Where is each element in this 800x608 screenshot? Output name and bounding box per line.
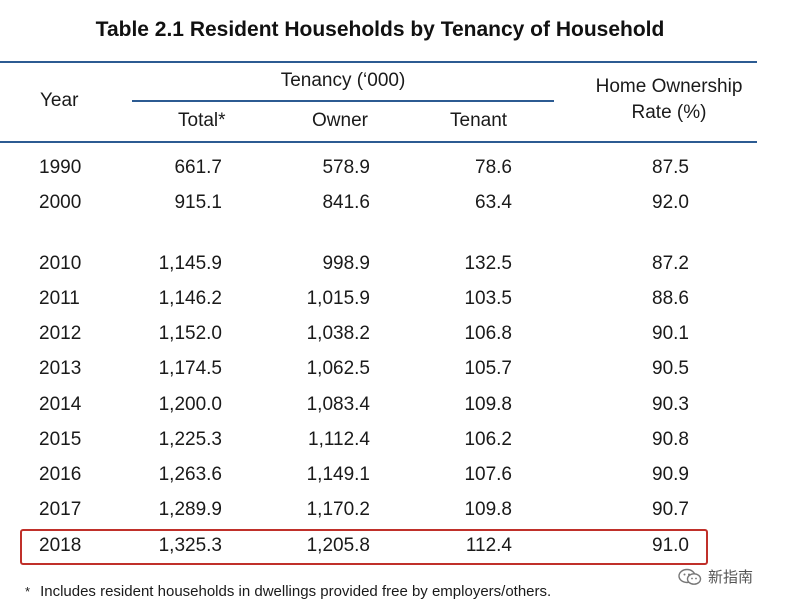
cell-rate: 88.6 [652, 288, 689, 309]
cell-owner: 1,205.8 [306, 535, 370, 556]
footnote: * Includes resident households in dwellin… [25, 583, 551, 600]
cell-rate: 90.8 [652, 429, 689, 450]
tenancy-subrule [132, 100, 554, 102]
header-owner: Owner [312, 110, 368, 131]
cell-tenant: 109.8 [464, 499, 512, 520]
cell-year: 2012 [39, 323, 82, 344]
cell-tenant: 107.6 [464, 464, 512, 485]
cell-rate: 91.0 [652, 535, 689, 556]
header-total: Total* [178, 110, 226, 131]
footnote-marker: * [25, 584, 31, 599]
cell-total: 1,263.6 [158, 464, 222, 485]
table-title: Table 2.1 Resident Households by Tenancy… [95, 18, 665, 41]
header-bottom-rule [0, 141, 757, 143]
cell-owner: 578.9 [322, 157, 370, 178]
cell-rate: 90.5 [652, 358, 689, 379]
header-rate-line2: Rate (%) [631, 102, 707, 123]
row-highlight-box [20, 529, 708, 565]
cell-year: 1990 [39, 157, 82, 178]
cell-year: 2011 [39, 288, 80, 309]
cell-tenant: 132.5 [464, 253, 512, 274]
cell-tenant: 112.4 [465, 535, 512, 556]
cell-tenant: 105.7 [464, 358, 512, 379]
cell-year: 2018 [39, 535, 82, 556]
cell-year: 2014 [39, 394, 82, 415]
header-rate-line1: Home Ownership [595, 76, 743, 97]
cell-tenant: 106.2 [464, 429, 512, 450]
cell-owner: 1,170.2 [306, 499, 370, 520]
cell-total: 915.1 [174, 192, 222, 213]
wechat-icon [678, 568, 702, 586]
cell-rate: 90.7 [652, 499, 689, 520]
cell-year: 2015 [39, 429, 82, 450]
cell-owner: 998.9 [322, 253, 370, 274]
cell-year: 2016 [39, 464, 82, 485]
watermark-text: 新指南 [708, 569, 754, 586]
top-rule [0, 61, 757, 63]
cell-total: 1,200.0 [158, 394, 222, 415]
cell-owner: 1,015.9 [306, 288, 370, 309]
header-tenancy: Tenancy (‘000) [280, 70, 406, 91]
cell-tenant: 103.5 [464, 288, 512, 309]
cell-owner: 841.6 [322, 192, 370, 213]
cell-total: 1,289.9 [158, 499, 222, 520]
cell-rate: 90.9 [652, 464, 689, 485]
cell-total: 1,152.0 [158, 323, 222, 344]
cell-total: 661.7 [174, 157, 222, 178]
cell-owner: 1,038.2 [306, 323, 370, 344]
cell-rate: 87.2 [652, 253, 689, 274]
cell-tenant: 78.6 [475, 157, 512, 178]
cell-total: 1,145.9 [158, 253, 222, 274]
cell-total: 1,174.5 [158, 358, 222, 379]
cell-year: 2013 [39, 358, 82, 379]
cell-owner: 1,112.4 [308, 429, 370, 450]
cell-tenant: 109.8 [464, 394, 512, 415]
cell-owner: 1,062.5 [306, 358, 370, 379]
cell-year: 2017 [39, 499, 82, 520]
cell-total: 1,146.2 [158, 288, 222, 309]
cell-rate: 90.3 [652, 394, 689, 415]
cell-owner: 1,149.1 [306, 464, 370, 485]
cell-rate: 92.0 [652, 192, 689, 213]
cell-rate: 87.5 [652, 157, 689, 178]
cell-year: 2000 [39, 192, 82, 213]
header-tenant: Tenant [450, 110, 508, 131]
cell-total: 1,225.3 [158, 429, 222, 450]
cell-year: 2010 [39, 253, 82, 274]
cell-total: 1,325.3 [158, 535, 222, 556]
cell-owner: 1,083.4 [306, 394, 370, 415]
watermark: 新指南 [678, 566, 753, 587]
cell-rate: 90.1 [652, 323, 689, 344]
header-year: Year [40, 90, 79, 111]
cell-tenant: 106.8 [464, 323, 512, 344]
footnote-text: Includes resident households in dwelling… [40, 583, 552, 600]
cell-tenant: 63.4 [475, 192, 512, 213]
